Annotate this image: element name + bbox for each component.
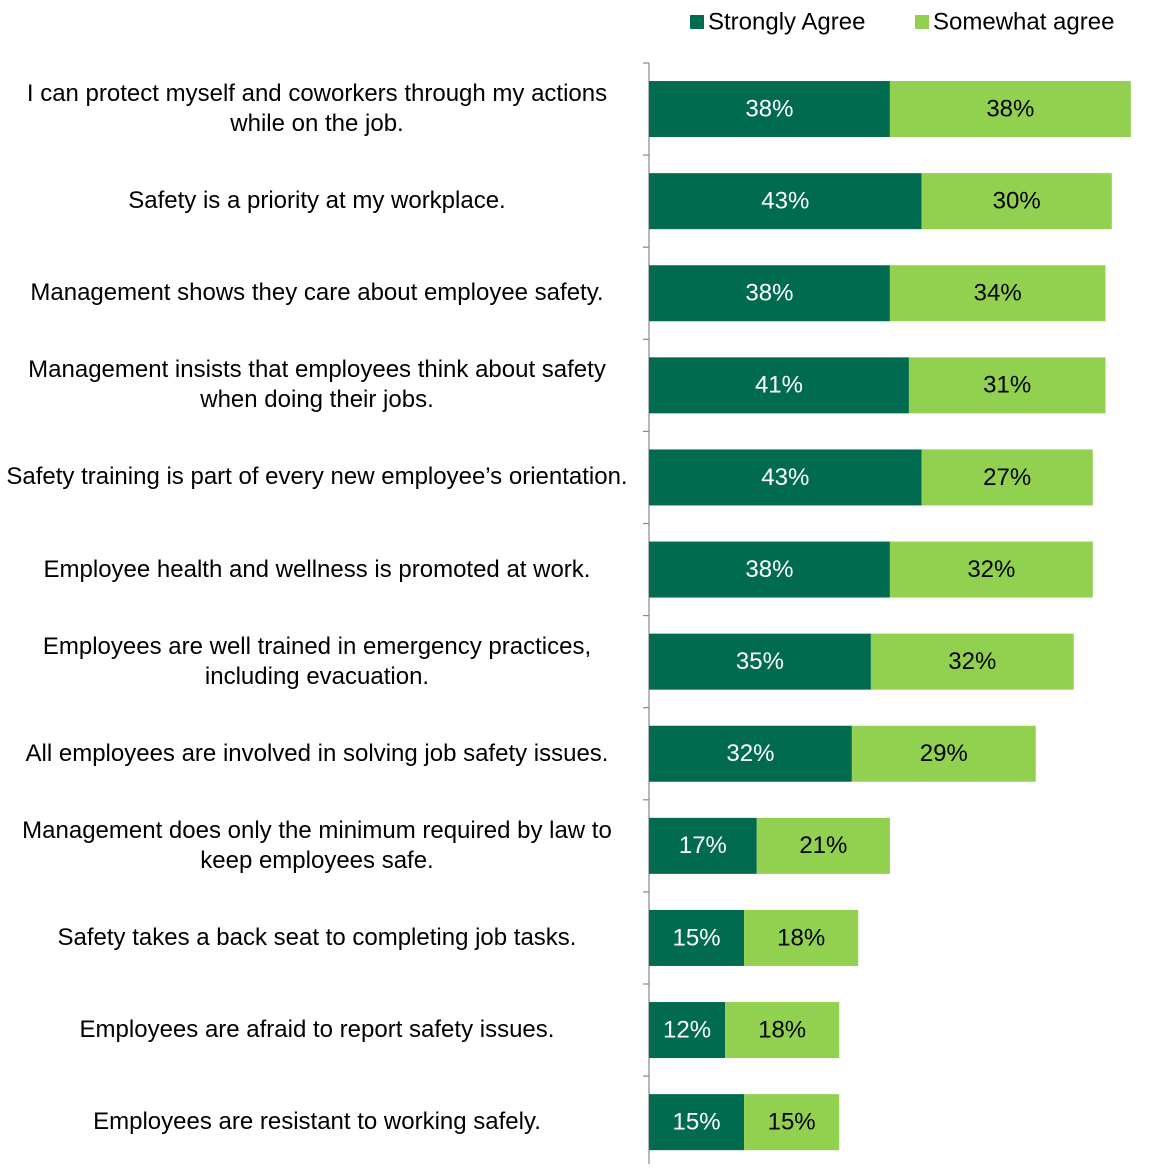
category-label: Safety is a priority at my workplace. [128, 187, 506, 215]
bar-segment [649, 817, 757, 874]
bar-segment [921, 173, 1112, 230]
data-label: 27% [983, 464, 1031, 491]
category-label: Safety training is part of every new emp… [6, 463, 628, 491]
data-label: 12% [663, 1016, 711, 1043]
category-label: Management insists that employees think … [28, 356, 606, 414]
category-label: Employees are resistant to working safel… [93, 1108, 541, 1136]
data-label: 30% [993, 187, 1041, 214]
bar-segment [649, 541, 890, 598]
data-label: 38% [986, 95, 1034, 122]
category-label: I can protect myself and coworkers throu… [26, 80, 608, 138]
bar-segment [889, 541, 1093, 598]
data-label: 32% [948, 648, 996, 675]
data-label: 21% [799, 832, 847, 859]
legend-label: Strongly Agree [708, 8, 865, 35]
bar-segment [649, 357, 909, 414]
bar-segment [649, 909, 745, 966]
data-label: 15% [673, 924, 721, 951]
data-label: 38% [745, 280, 793, 307]
data-label: 34% [974, 280, 1022, 307]
category-label: Management does only the minimum require… [22, 816, 612, 874]
bar-segment [649, 1094, 745, 1151]
data-label: 15% [768, 1108, 816, 1135]
bar-segment [870, 633, 1074, 690]
bar-segment [744, 909, 859, 966]
data-label: 38% [745, 95, 793, 122]
legend-label: Somewhat agree [933, 8, 1114, 35]
bar-segment [649, 725, 852, 782]
category-label: Employees are afraid to report safety is… [79, 1016, 555, 1044]
data-label: 35% [736, 648, 784, 675]
category-label: Safety takes a back seat to completing j… [57, 923, 577, 951]
legend-swatch [915, 15, 929, 29]
category-label: Employees are well trained in emergency … [42, 632, 592, 690]
bar-segment [889, 81, 1131, 138]
data-label: 31% [983, 372, 1031, 399]
category-label: Employee health and wellness is promoted… [43, 555, 591, 583]
bar-segment [756, 817, 890, 874]
legend-swatch [690, 15, 704, 29]
data-label: 32% [726, 740, 774, 767]
bar-segment [649, 81, 890, 138]
bar-segment [725, 1002, 840, 1059]
data-label: 43% [761, 187, 809, 214]
data-label: 17% [679, 832, 727, 859]
bar-segment [889, 265, 1106, 322]
bar-segment [744, 1094, 840, 1151]
data-label: 29% [920, 740, 968, 767]
data-label: 18% [758, 1016, 806, 1043]
data-label: 38% [745, 556, 793, 583]
data-label: 41% [755, 372, 803, 399]
data-label: 18% [777, 924, 825, 951]
bar-segment [649, 173, 922, 230]
bar-segment [921, 449, 1093, 506]
bar-segment [649, 633, 871, 690]
bar-segment [851, 725, 1036, 782]
data-label: 43% [761, 464, 809, 491]
bar-segment [649, 449, 922, 506]
bar-segment [649, 1002, 726, 1059]
data-label: 32% [967, 556, 1015, 583]
bar-segment [649, 265, 890, 322]
data-label: 15% [673, 1108, 721, 1135]
category-label: All employees are involved in solving jo… [25, 739, 609, 767]
bar-segment [908, 357, 1106, 414]
category-label: Management shows they care about employe… [30, 279, 604, 307]
